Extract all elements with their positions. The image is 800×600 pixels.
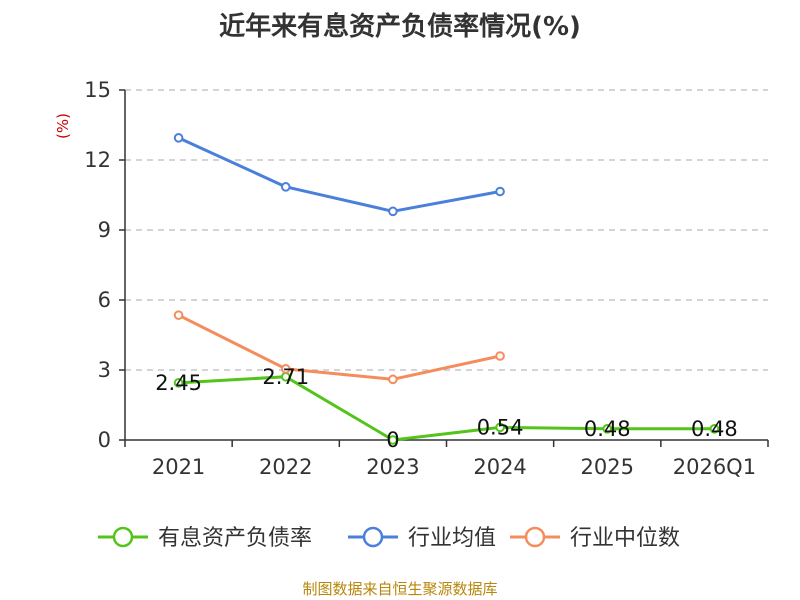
x-tick-label: 2022 [259,455,312,479]
data-label: 0.54 [477,415,524,439]
data-point[interactable] [709,424,720,434]
data-point[interactable] [173,133,184,143]
chart-title: 近年来有息资产负债率情况(%) [219,12,581,42]
y-axis-unit-label: (%) [54,113,72,139]
data-point[interactable] [280,182,291,192]
data-point[interactable] [173,310,184,320]
source-note: 制图数据来自恒生聚源数据库 [302,580,498,598]
series-line-0 [178,375,715,442]
legend[interactable]: 有息资产负债率 行业均值 行业中位数 [98,526,680,551]
y-tick-label: 3 [98,358,111,382]
data-point[interactable] [602,424,613,434]
x-tick-label: 2023 [366,455,419,479]
data-point[interactable] [173,378,184,388]
axes: 0 3 6 9 12 15 2021 2022 2023 2024 2025 2026Q1 [84,78,769,479]
data-point[interactable] [495,186,505,197]
y-tick-label: 15 [84,78,111,102]
data-point[interactable] [388,374,398,385]
x-tick-label: 2025 [581,455,634,479]
series-line-1 [177,136,501,213]
data-point[interactable] [280,364,291,374]
y-tick-label: 9 [98,218,111,242]
series-lines [173,133,720,445]
legend-item[interactable]: 行业中位数 [510,526,680,551]
x-tick-label: 2021 [152,455,205,479]
data-label: 0 [386,428,399,452]
grid-lines [125,89,768,371]
data-labels: 2.45 2.71 0 0.54 0.48 0.48 [155,365,738,452]
legend-item[interactable]: 有息资产负债率 [98,526,312,551]
data-point[interactable] [495,422,505,433]
y-tick-label: 6 [98,288,111,312]
data-point[interactable] [388,206,398,217]
y-tick-label: 0 [98,428,111,452]
legend-label: 行业均值 [408,526,496,551]
data-point[interactable] [388,435,398,445]
series-line-2 [177,313,501,381]
data-label: 2.71 [262,365,309,389]
data-label: 0.48 [691,417,738,441]
legend-item[interactable]: 行业均值 [348,526,496,551]
data-label: 2.45 [155,371,202,395]
legend-marker [524,526,546,548]
data-point[interactable] [495,351,505,361]
x-tick-label: 2024 [473,455,526,479]
legend-marker [112,526,134,548]
data-label: 0.48 [584,417,631,441]
legend-marker [362,526,384,548]
x-tick-label: 2026Q1 [673,455,756,479]
legend-label: 行业中位数 [570,526,680,551]
y-tick-label: 12 [84,148,111,172]
legend-label: 有息资产负债率 [158,526,312,551]
